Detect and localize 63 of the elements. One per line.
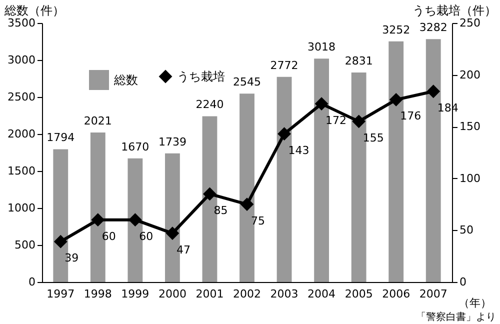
x-tick-label: 2002 [233, 288, 261, 300]
x-tick-label: 1999 [121, 288, 150, 300]
data-label: 3282 [419, 21, 448, 34]
point [352, 114, 366, 128]
y-tick-label: 1000 [8, 202, 36, 214]
point [166, 226, 180, 240]
y2-tick-label: 150 [460, 120, 480, 134]
x-tick-label: 2007 [419, 288, 448, 300]
point [240, 198, 254, 212]
point [128, 213, 142, 227]
y2-tick-label: 0 [460, 276, 466, 288]
data-label: 75 [251, 214, 265, 228]
y2-tick-label: 250 [460, 16, 480, 30]
y2-tick-label: 100 [460, 172, 480, 185]
y-axis-title: 総数（件） [4, 4, 64, 18]
y-tick-label: 1500 [8, 164, 36, 178]
point [54, 234, 68, 248]
data-label: 2772 [270, 58, 298, 72]
x-tick-label: 1997 [46, 288, 75, 300]
y-tick-label: 0 [28, 276, 36, 288]
text: 「警察白書」より [416, 311, 496, 323]
data-label: 39 [64, 252, 79, 265]
y-tick-label: 3500 [8, 16, 36, 30]
data-label: 2021 [84, 114, 112, 128]
y2-tick-label: 200 [460, 68, 480, 82]
x-tick-label: 1998 [84, 288, 112, 300]
x-tick-label: 2000 [158, 288, 186, 300]
data-label: 172 [326, 114, 347, 127]
point [203, 187, 216, 201]
data-label: 155 [362, 131, 384, 144]
data-label: 1670 [121, 140, 150, 154]
data-label: 143 [288, 144, 310, 157]
y2-axis-title: うち栽培（件） [412, 4, 496, 18]
data-label: 2240 [196, 98, 224, 112]
point [426, 84, 440, 98]
x-tick-label: 2003 [270, 288, 298, 300]
y2-tick-label: 50 [460, 224, 474, 237]
point [91, 213, 105, 227]
data-label: 47 [176, 243, 190, 256]
data-label: 60 [102, 230, 116, 243]
data-label: 3018 [308, 40, 336, 54]
point [314, 97, 328, 111]
x-tick-label: 2006 [382, 288, 410, 300]
data-label: 3252 [382, 23, 410, 36]
legend-label: うち栽培 [177, 70, 225, 84]
data-label: 176 [400, 110, 422, 123]
y-tick-label: 2500 [8, 90, 36, 104]
x-tick-label: 2005 [344, 288, 373, 300]
y-tick-label: 3000 [8, 54, 36, 66]
data-label: 2545 [233, 76, 261, 89]
data-label: 85 [214, 204, 228, 217]
x-tick-label: 2004 [308, 288, 336, 300]
y-tick-label: 500 [14, 238, 36, 252]
data-label: 60 [139, 230, 154, 243]
point [278, 127, 291, 141]
x-tick-label: 2001 [196, 288, 224, 300]
data-label: 2831 [344, 54, 373, 68]
data-label: 1739 [158, 135, 186, 148]
point [389, 92, 403, 106]
data-label: 1794 [46, 131, 75, 144]
y-tick-label: 2000 [8, 128, 36, 140]
x-axis-title: （年） [458, 296, 492, 310]
legend-label: 総数 [113, 73, 138, 87]
